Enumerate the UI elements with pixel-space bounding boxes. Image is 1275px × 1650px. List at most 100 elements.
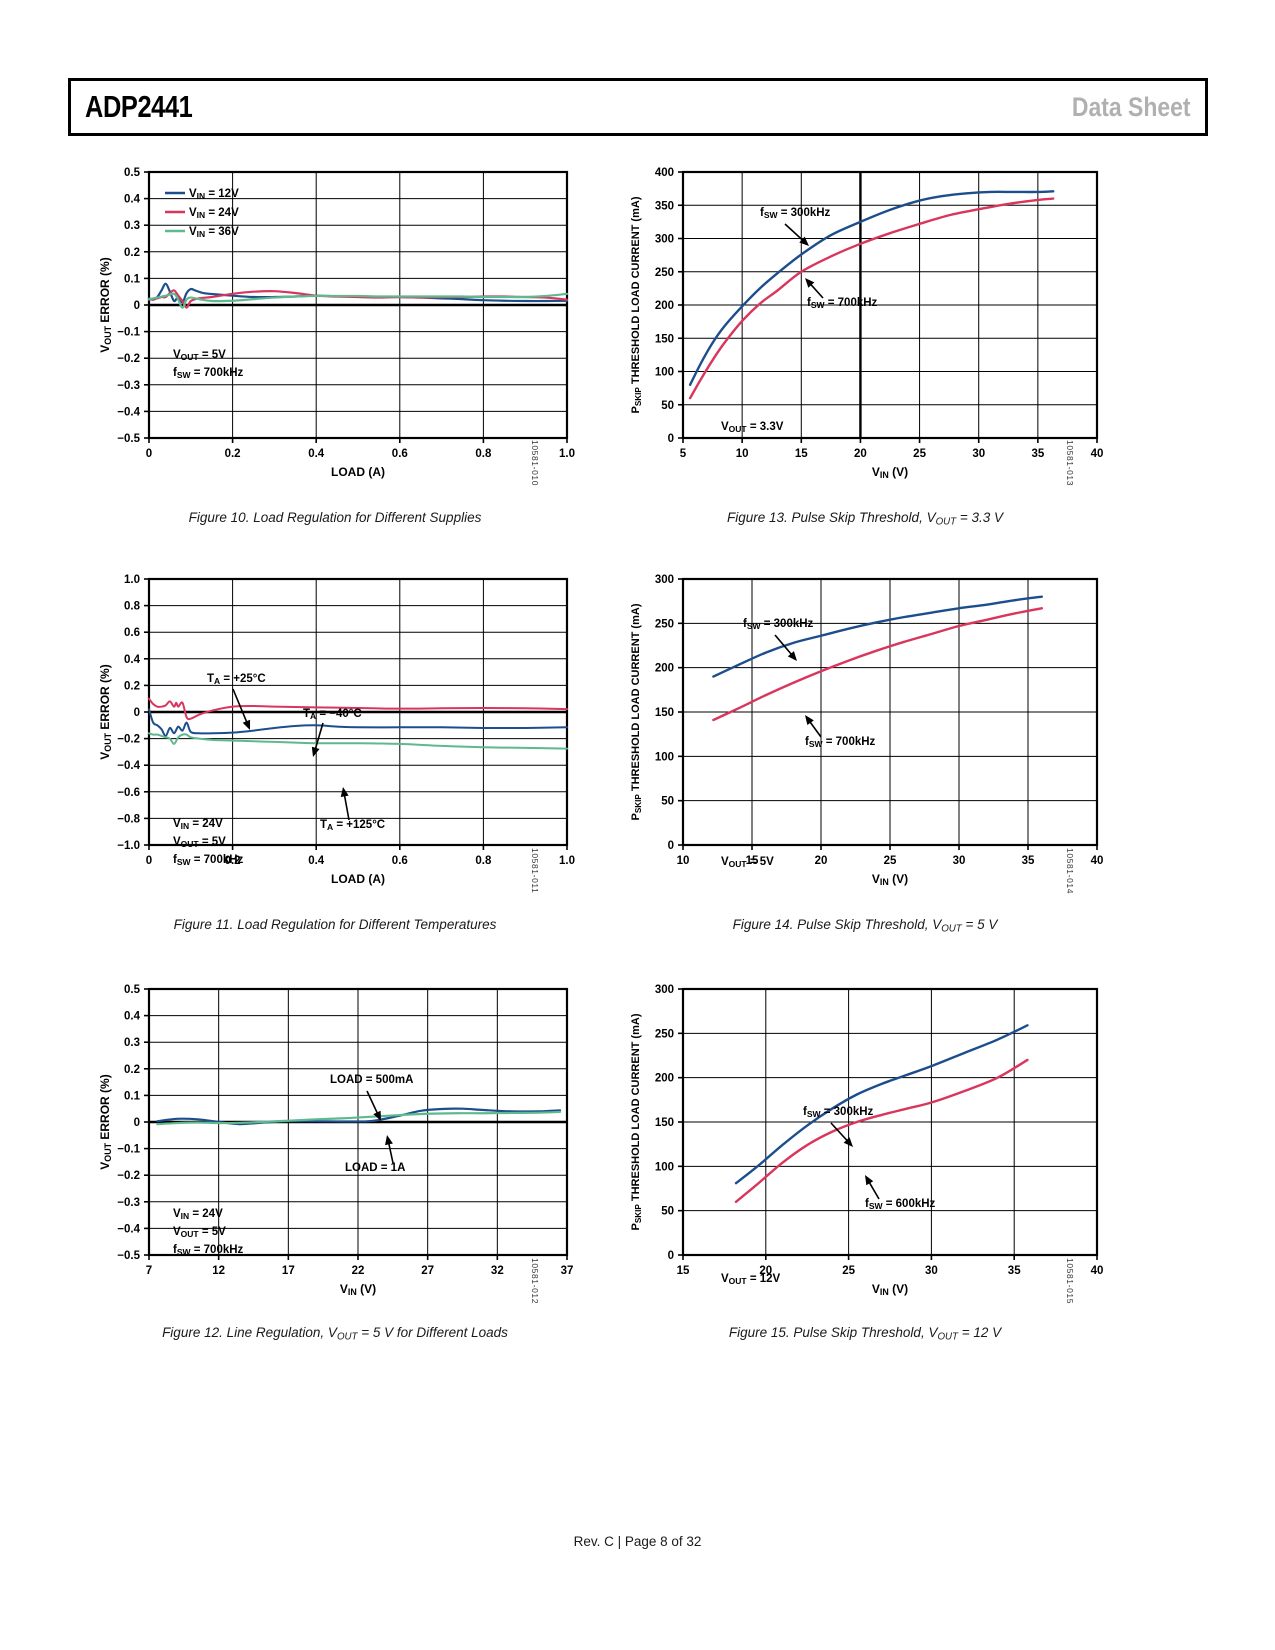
figure-10: 0 0.2 0.4 0.6 0.8 1.0 0.5 0.4 0.3 0.2 0.1 0 −0.1 −0.2… — [95, 158, 575, 488]
svg-text:VOUT = 3.3V: VOUT = 3.3V — [721, 421, 784, 434]
svg-text:100: 100 — [655, 751, 674, 763]
svg-text:50: 50 — [661, 400, 674, 412]
fig12-svg: 7 12 17 22 27 32 37 0.5 0.4 0.3 0.2 0.1 0 −0.1 −0.2 −0.… — [98, 984, 574, 1297]
svg-text:fSW = 300kHz: fSW = 300kHz — [743, 618, 814, 631]
fig14-svg: 10 15 20 25 30 35 40 300 250 200 150 100 50 0 VIN (V) P… — [630, 574, 1103, 887]
svg-text:0.6: 0.6 — [392, 855, 408, 867]
svg-text:fSW = 300kHz: fSW = 300kHz — [760, 207, 831, 220]
svg-text:0: 0 — [146, 448, 152, 460]
figure-13-watermark: 10581-013 — [1065, 440, 1075, 487]
svg-text:VIN = 24V: VIN = 24V — [173, 1208, 223, 1221]
svg-text:VOUT ERROR (%): VOUT ERROR (%) — [98, 664, 113, 759]
svg-text:PSKIP THRESHOLD LOAD CURRENT (: PSKIP THRESHOLD LOAD CURRENT (mA) — [630, 603, 643, 820]
svg-text:VOUT ERROR (%): VOUT ERROR (%) — [98, 257, 113, 352]
svg-text:0.6: 0.6 — [124, 627, 140, 639]
svg-text:17: 17 — [282, 1265, 295, 1277]
svg-text:0.3: 0.3 — [124, 1037, 140, 1049]
svg-text:150: 150 — [655, 333, 674, 345]
figure-11-watermark: 10581-011 — [530, 848, 540, 894]
svg-text:0.4: 0.4 — [308, 855, 325, 867]
fig13-series-fsw-700khz — [688, 197, 1055, 400]
svg-text:fSW = 300kHz: fSW = 300kHz — [803, 1106, 874, 1119]
svg-text:300: 300 — [655, 984, 674, 996]
svg-text:LOAD = 1A: LOAD = 1A — [345, 1162, 405, 1174]
svg-text:250: 250 — [655, 1028, 674, 1040]
figure-15-watermark: 10581-015 — [1065, 1258, 1075, 1305]
svg-text:200: 200 — [655, 663, 674, 675]
svg-text:−0.1: −0.1 — [117, 1144, 140, 1156]
figure-12-caption: Figure 12. Line Regulation, VOUT = 5 V f… — [162, 1325, 508, 1343]
svg-text:VIN = 12V: VIN = 12V — [189, 188, 239, 201]
svg-text:TA = +25°C: TA = +25°C — [207, 673, 266, 686]
svg-text:200: 200 — [655, 1073, 674, 1085]
svg-text:−0.4: −0.4 — [117, 1223, 140, 1235]
svg-text:0: 0 — [668, 433, 674, 445]
svg-text:0: 0 — [134, 707, 140, 719]
page-footer: Rev. C | Page 8 of 32 — [573, 1534, 702, 1549]
svg-text:35: 35 — [1022, 855, 1035, 867]
figure-14-watermark: 10581-014 — [1065, 848, 1075, 895]
svg-text:−0.2: −0.2 — [117, 353, 140, 365]
figure-10-plot: 0 0.2 0.4 0.6 0.8 1.0 0.5 0.4 0.3 0.2 0.1 0 −0.1 −0.2… — [95, 158, 575, 488]
svg-text:22: 22 — [352, 1265, 365, 1277]
svg-text:25: 25 — [913, 448, 926, 460]
fig13-svg: 5 10 15 20 25 30 35 40 400 350 300 250 200 150 100 50 0 V… — [630, 167, 1103, 480]
svg-text:fSW = 700kHz: fSW = 700kHz — [807, 297, 878, 310]
svg-text:VIN (V): VIN (V) — [872, 1282, 908, 1297]
svg-text:300: 300 — [655, 574, 674, 586]
svg-text:1.0: 1.0 — [124, 574, 140, 586]
svg-text:20: 20 — [854, 448, 867, 460]
svg-text:VOUT ERROR (%): VOUT ERROR (%) — [98, 1074, 113, 1169]
svg-text:37: 37 — [561, 1265, 574, 1277]
page-header: ADP2441 Data Sheet — [68, 78, 1208, 136]
figure-13: 5 10 15 20 25 30 35 40 400 350 300 250 200 150 100 50 0 V… — [625, 158, 1105, 488]
svg-text:30: 30 — [953, 855, 966, 867]
svg-text:0.4: 0.4 — [124, 654, 141, 666]
figure-14-caption: Figure 14. Pulse Skip Threshold, VOUT = … — [732, 917, 998, 935]
svg-text:0: 0 — [146, 855, 152, 867]
fig10-series-vin-36v — [147, 292, 569, 309]
svg-text:LOAD (A): LOAD (A) — [331, 872, 385, 886]
svg-text:fSW = 700kHz: fSW = 700kHz — [173, 367, 244, 380]
svg-text:0.4: 0.4 — [124, 1011, 141, 1023]
svg-text:0.5: 0.5 — [124, 167, 141, 179]
svg-text:15: 15 — [746, 855, 759, 867]
fig10-series-vin-12v — [147, 282, 569, 304]
figure-14-plot: 10 15 20 25 30 35 40 300 250 200 150 100 50 0 VIN (V) P… — [625, 565, 1105, 895]
svg-text:200: 200 — [655, 300, 674, 312]
figure-12: 7 12 17 22 27 32 37 0.5 0.4 0.3 0.2 0.1 0 −0.1 −0.2 −0.… — [95, 975, 575, 1305]
fig12-series-load-1a — [156, 1110, 562, 1126]
svg-text:1.0: 1.0 — [559, 448, 575, 460]
svg-text:fSW = 600kHz: fSW = 600kHz — [865, 1198, 936, 1211]
fig11-series-ta-125-c — [148, 732, 568, 750]
svg-text:0.2: 0.2 — [225, 448, 241, 460]
svg-text:VOUT = 5V: VOUT = 5V — [173, 349, 226, 362]
svg-text:0.3: 0.3 — [124, 220, 140, 232]
svg-text:250: 250 — [655, 267, 674, 279]
svg-text:VOUT = 5V: VOUT = 5V — [173, 1226, 226, 1239]
figure-12-plot: 7 12 17 22 27 32 37 0.5 0.4 0.3 0.2 0.1 0 −0.1 −0.2 −0.… — [95, 975, 575, 1305]
svg-text:0.8: 0.8 — [124, 601, 141, 613]
svg-text:5: 5 — [680, 448, 687, 460]
svg-text:−0.2: −0.2 — [117, 1170, 140, 1182]
svg-text:15: 15 — [795, 448, 808, 460]
svg-text:150: 150 — [655, 707, 674, 719]
svg-text:30: 30 — [925, 1265, 938, 1277]
figure-15: 15 20 25 30 35 40 300 250 200 150 100 50 0 VIN (V) PSK… — [625, 975, 1105, 1305]
svg-text:−0.3: −0.3 — [117, 1197, 140, 1209]
svg-text:7: 7 — [146, 1265, 152, 1277]
figure-15-plot: 15 20 25 30 35 40 300 250 200 150 100 50 0 VIN (V) PSK… — [625, 975, 1105, 1305]
svg-text:−0.5: −0.5 — [117, 433, 140, 445]
svg-text:−0.6: −0.6 — [117, 787, 140, 799]
svg-text:VOUT = 5V: VOUT = 5V — [173, 836, 226, 849]
figure-11: 0 0.2 0.4 0.6 0.8 1.0 1.0 0.8 0.6 0.4 0.2 0 −0.2 −0.4… — [95, 565, 575, 895]
svg-text:250: 250 — [655, 618, 674, 630]
svg-text:LOAD (A): LOAD (A) — [331, 465, 385, 479]
svg-text:−1.0: −1.0 — [117, 840, 140, 852]
svg-text:VIN (V): VIN (V) — [872, 872, 908, 887]
figure-10-watermark: 10581-010 — [530, 440, 540, 487]
svg-text:32: 32 — [491, 1265, 504, 1277]
svg-text:−0.4: −0.4 — [117, 760, 140, 772]
svg-text:30: 30 — [972, 448, 985, 460]
fig11-svg: 0 0.2 0.4 0.6 0.8 1.0 1.0 0.8 0.6 0.4 0.2 0 −0.2 −0.4… — [98, 574, 575, 886]
